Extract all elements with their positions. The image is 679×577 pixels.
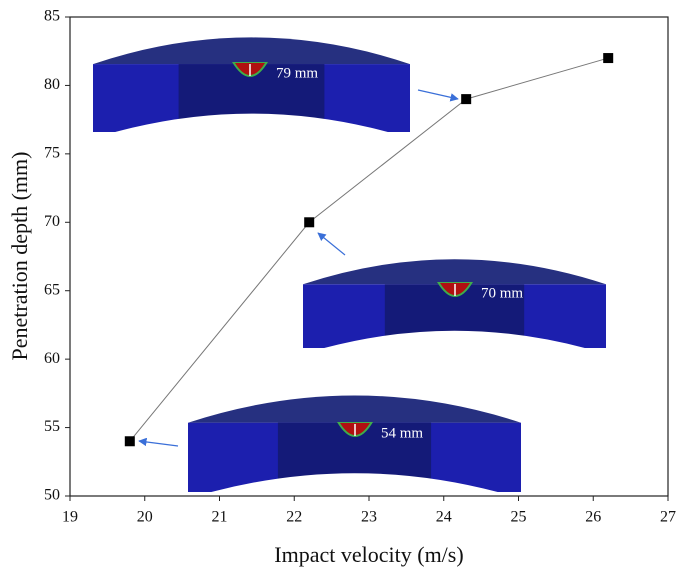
x-tick-label: 23 — [361, 509, 377, 526]
y-tick-label: 55 — [44, 418, 60, 435]
annotation: 54 mm — [381, 425, 423, 441]
inset-cut — [324, 330, 585, 348]
inset-cut — [115, 113, 388, 132]
y-tick-label: 80 — [44, 76, 60, 93]
y-tick-label: 65 — [44, 281, 60, 298]
marker — [603, 53, 614, 64]
annotation: 70 mm — [481, 285, 523, 301]
inset-top — [188, 395, 521, 423]
inset-top — [303, 259, 606, 285]
annotation: 79 mm — [276, 65, 318, 81]
x-tick-label: 19 — [62, 509, 78, 526]
series-line — [129, 57, 609, 442]
y-tick-label: 75 — [44, 145, 60, 162]
x-tick-label: 25 — [511, 509, 527, 526]
insets: 79 mm 70 mm 54 mm — [93, 37, 606, 492]
arrow — [138, 437, 179, 447]
y-axis-title: Penetration depth (mm) — [7, 152, 32, 361]
inset: 70 mm — [303, 259, 606, 348]
arrow — [417, 89, 459, 102]
inset: 54 mm — [188, 395, 521, 492]
marker — [304, 217, 315, 228]
inset-cut — [211, 473, 498, 492]
marker — [461, 94, 472, 105]
y-tick-label: 70 — [44, 213, 60, 230]
x-tick-label: 20 — [137, 509, 153, 526]
arrow — [317, 232, 346, 256]
x-tick-label: 22 — [286, 509, 302, 526]
y-tick-label: 50 — [44, 487, 60, 504]
inset-top — [93, 37, 410, 65]
y-tick-label: 60 — [44, 350, 60, 367]
y-tick-label: 85 — [44, 8, 60, 25]
x-tick-label: 24 — [436, 509, 452, 526]
x-tick-label: 27 — [660, 509, 676, 526]
x-axis-title: Impact velocity (m/s) — [274, 542, 463, 567]
plot: 19 20 21 22 23 24 25 26 27 50 55 60 65 70 75 80 85 — [44, 8, 676, 526]
marker — [124, 436, 135, 447]
x-tick-label: 26 — [585, 509, 601, 526]
inset: 79 mm — [93, 37, 410, 132]
x-tick-label: 21 — [212, 509, 228, 526]
